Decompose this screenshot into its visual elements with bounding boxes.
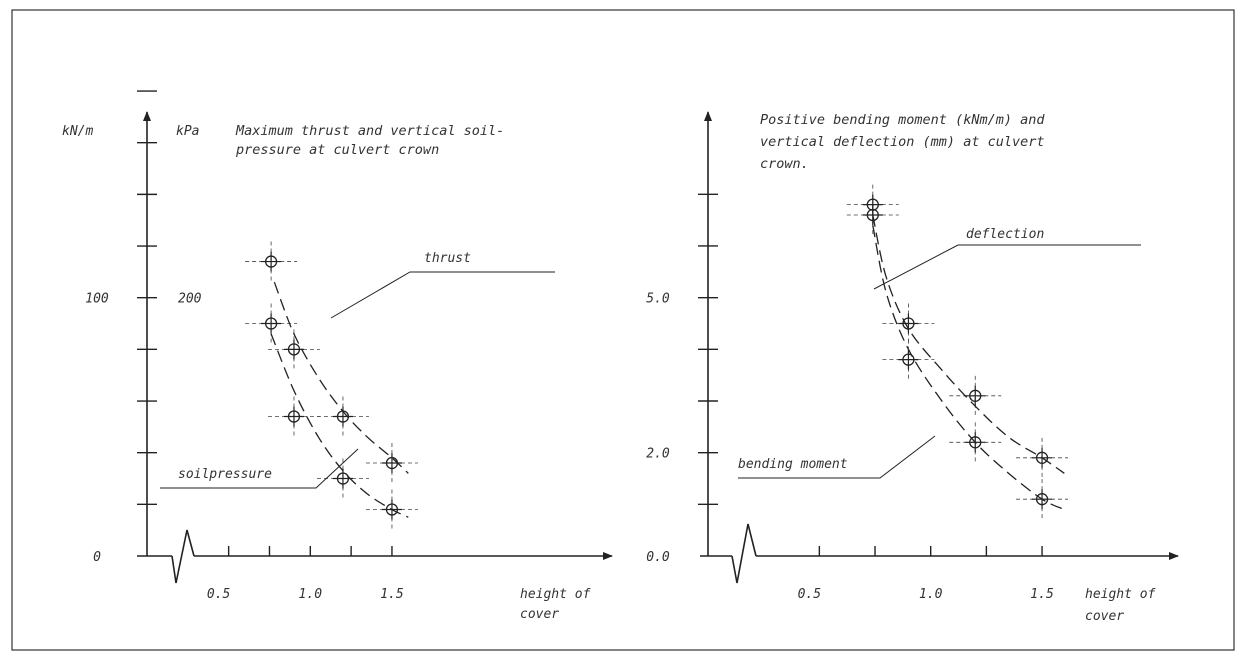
y-tick-label: 5.0 bbox=[646, 292, 670, 307]
bending-deflection-chart: Positive bending moment (kNm/m) and vert… bbox=[646, 111, 1179, 624]
data-point-soilpressure bbox=[261, 313, 282, 334]
x-tick-label: 1.0 bbox=[299, 587, 323, 602]
x-tick-label: 0.5 bbox=[207, 587, 231, 602]
fit-curve-deflection bbox=[872, 214, 1065, 474]
x-tick-label: 1.5 bbox=[1030, 587, 1054, 602]
data-point-soilpressure bbox=[283, 406, 304, 427]
data-point-bending-moment bbox=[1032, 489, 1053, 510]
fit-curve-thrust bbox=[273, 281, 409, 474]
data-point-deflection bbox=[965, 385, 986, 406]
y-unit-kn-per-m: kN/m bbox=[62, 124, 93, 139]
x-tick-label: 0.5 bbox=[798, 587, 822, 602]
data-point-soilpressure bbox=[381, 499, 402, 520]
fit-curve-bending-moment bbox=[872, 225, 1065, 511]
y-tick-label: 2.0 bbox=[646, 447, 670, 462]
data-point-deflection bbox=[1032, 447, 1053, 468]
x-axis-break bbox=[731, 523, 757, 584]
data-point-deflection bbox=[898, 313, 919, 334]
x-axis-label-line-1: height of bbox=[520, 587, 591, 602]
chart-title-line-1: Maximum thrust and vertical soil- bbox=[235, 123, 504, 139]
chart-title-line-2: vertical deflection (mm) at culvert bbox=[760, 134, 1044, 150]
soilpressure-leader-line bbox=[160, 448, 359, 489]
y-tick-label: 0 bbox=[93, 550, 101, 565]
y-tick-label: 0.0 bbox=[646, 550, 670, 565]
data-point-bending-moment bbox=[862, 204, 883, 225]
data-point-thrust bbox=[381, 453, 402, 474]
deflection-leader-line bbox=[873, 244, 1141, 290]
chart-title-line-2: pressure at culvert crown bbox=[235, 142, 439, 158]
series-label-thrust: thrust bbox=[424, 251, 471, 266]
series-label-deflection: deflection bbox=[966, 227, 1044, 242]
y-tick-label: 100 bbox=[85, 292, 109, 307]
y-unit-kpa: kPa bbox=[176, 124, 199, 139]
chart-title-line-3: crown. bbox=[760, 156, 809, 172]
data-point-thrust bbox=[261, 251, 282, 272]
x-axis-break bbox=[171, 529, 195, 584]
chart-title-line-1: Positive bending moment (kNm/m) and bbox=[760, 112, 1045, 128]
x-tick-label: 1.0 bbox=[919, 587, 943, 602]
series-label-bending-moment: bending moment bbox=[738, 457, 848, 472]
data-point-thrust bbox=[283, 339, 304, 360]
thrust-soilpressure-chart: Maximum thrust and vertical soil- pressu… bbox=[62, 90, 613, 622]
x-axis-label-line-2: cover bbox=[1085, 609, 1124, 624]
series-label-soilpressure: soilpressure bbox=[178, 467, 272, 482]
x-axis-label-line-1: height of bbox=[1085, 587, 1156, 602]
bending-moment-leader-line bbox=[738, 435, 936, 479]
y-tick-label: 200 bbox=[178, 292, 202, 307]
data-point-soilpressure bbox=[332, 468, 353, 489]
data-point-thrust bbox=[332, 406, 353, 427]
data-point-bending-moment bbox=[965, 432, 986, 453]
figure-frame bbox=[11, 9, 1235, 651]
data-point-bending-moment bbox=[898, 349, 919, 370]
x-tick-label: 1.5 bbox=[380, 587, 404, 602]
x-axis-label-line-2: cover bbox=[520, 607, 559, 622]
fit-curve-soilpressure bbox=[270, 333, 409, 518]
thrust-leader-line bbox=[330, 271, 555, 319]
